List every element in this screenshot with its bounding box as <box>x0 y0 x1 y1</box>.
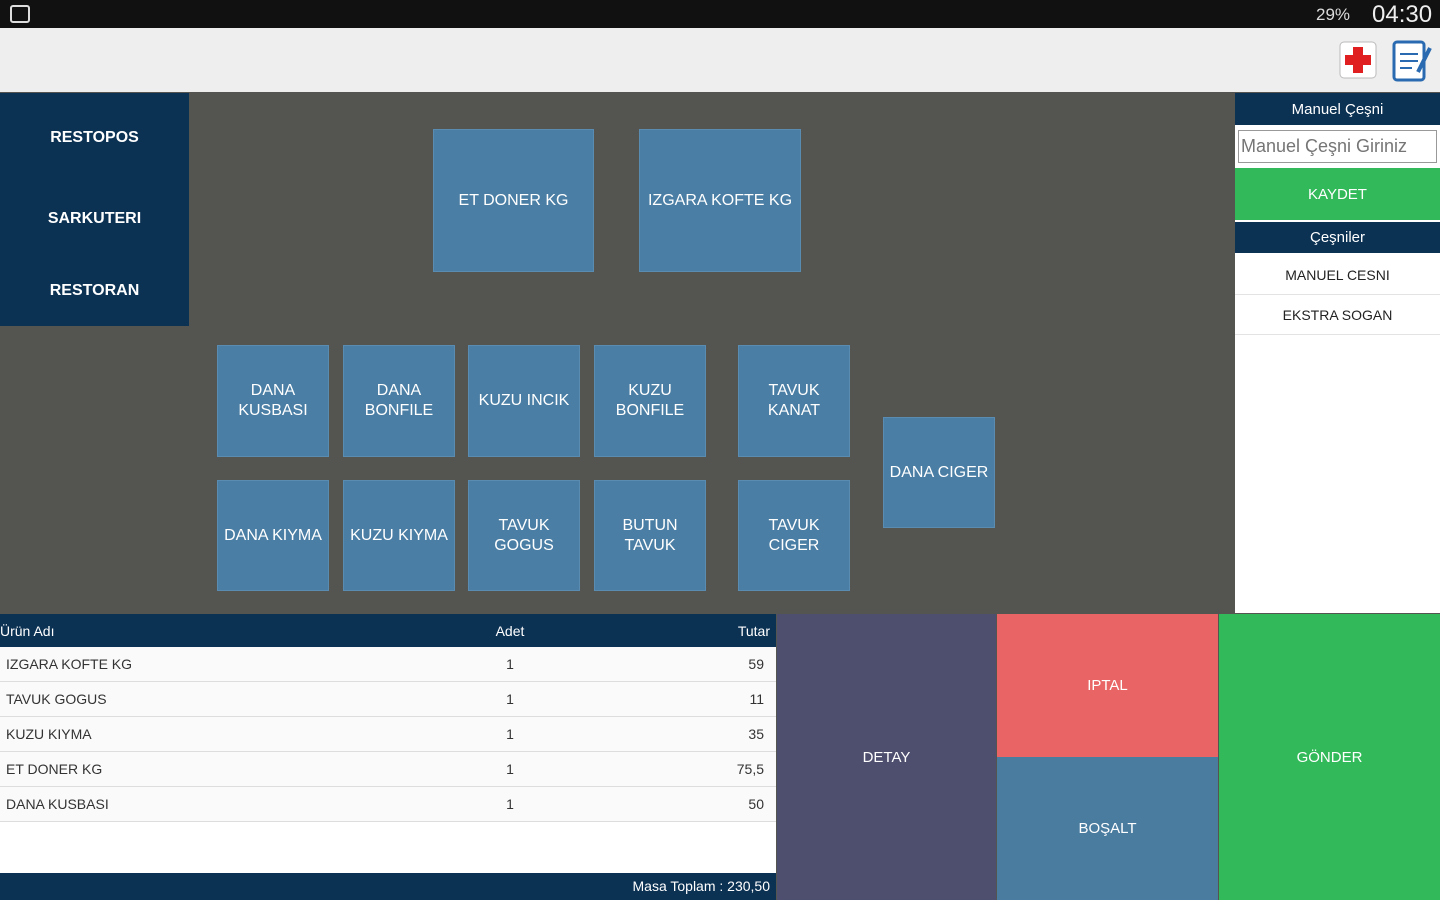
product-tile[interactable]: DANA KUSBASI <box>217 345 329 457</box>
text-input[interactable] <box>1238 130 1437 163</box>
table-body: IZGARA KOFTE KG 1 59 TAVUK GOGUS 1 11 KUZU KIY… <box>0 647 776 822</box>
table-cell: 1 <box>506 726 514 742</box>
product-tile[interactable]: IZGARA KOFTE KG <box>639 129 801 272</box>
column-header: Ürün Adı <box>0 622 55 639</box>
table-cell: 35 <box>748 726 764 742</box>
table-cell: IZGARA KOFTE KG <box>6 656 133 672</box>
table-row: IZGARA KOFTE KG 1 59 <box>0 647 776 682</box>
table-cell: ET DONER KG <box>6 761 103 777</box>
table-cell: 75,5 <box>736 761 764 777</box>
save-button[interactable]: KAYDET <box>1235 168 1440 220</box>
table-cell: 50 <box>748 796 764 812</box>
add-icon[interactable] <box>1338 40 1378 80</box>
product-tile[interactable]: BUTUN TAVUK <box>594 480 706 591</box>
column-header: Tutar <box>737 622 770 639</box>
side-panel: Manuel Çeşni KAYDET Çeşniler MANUEL CESN… <box>1235 93 1440 613</box>
column-header: Adet <box>495 622 525 639</box>
status-bar: 29% 04:30 <box>0 0 1440 28</box>
product-tile[interactable]: TAVUK CIGER <box>738 480 850 591</box>
table-cell: 1 <box>506 691 514 707</box>
table-cell: 1 <box>506 761 514 777</box>
table-cell: 11 <box>749 691 764 707</box>
toolbar <box>0 28 1440 92</box>
table-cell: TAVUK GOGUS <box>6 691 107 707</box>
product-tile[interactable]: TAVUK GOGUS <box>468 480 580 591</box>
table-row: TAVUK GOGUS 1 11 <box>0 682 776 717</box>
cancel-button[interactable]: IPTAL <box>997 614 1218 757</box>
product-tile[interactable]: KUZU BONFILE <box>594 345 706 457</box>
table-total: Masa Toplam : 230,50 <box>0 873 776 900</box>
product-tile[interactable]: ET DONER KG <box>433 129 594 272</box>
category[interactable]: SARKUTERI <box>47 210 142 227</box>
product-tile[interactable]: DANA CIGER <box>883 417 995 528</box>
category[interactable]: RESTORAN <box>49 282 140 299</box>
category[interactable]: RESTOPOS <box>50 129 139 146</box>
table-cell: DANA KUSBASI <box>6 796 109 812</box>
list-item[interactable]: MANUEL CESNI <box>1235 255 1440 295</box>
category-nav: RESTOPOS SARKUTERI RESTORAN <box>0 93 189 326</box>
table-row: KUZU KIYMA 1 35 <box>0 717 776 752</box>
edit-icon[interactable] <box>1390 36 1434 84</box>
product-tile[interactable]: KUZU INCIK <box>468 345 580 457</box>
panel-header: Çeşniler <box>1235 222 1440 253</box>
product-tile[interactable]: DANA KIYMA <box>217 480 329 591</box>
order-table: Ürün Adı Adet Tutar IZGARA KOFTE KG 1 59 TA… <box>0 614 776 900</box>
send-button[interactable]: GÖNDER <box>1219 614 1440 900</box>
table-cell: 59 <box>748 656 764 672</box>
product-tile[interactable]: TAVUK KANAT <box>738 345 850 457</box>
table-cell: 1 <box>506 796 514 812</box>
detail-button[interactable]: DETAY <box>777 614 996 900</box>
product-tile[interactable]: DANA BONFILE <box>343 345 455 457</box>
panel-header: Manuel Çeşni <box>1235 93 1440 125</box>
clock: 04:30 <box>1372 1 1433 28</box>
table-row: ET DONER KG 1 75,5 <box>0 752 776 787</box>
table-cell: KUZU KIYMA <box>6 726 92 742</box>
notification-icon <box>10 5 30 23</box>
clear-button[interactable]: BOŞALT <box>997 757 1218 900</box>
list: MANUEL CESNI EKSTRA SOGAN <box>1235 255 1440 335</box>
table-header: Ürün Adı Adet Tutar <box>0 614 776 647</box>
product-tile[interactable]: KUZU KIYMA <box>343 480 455 591</box>
table-row: DANA KUSBASI 1 50 <box>0 787 776 822</box>
list-item[interactable]: EKSTRA SOGAN <box>1235 295 1440 335</box>
table-cell: 1 <box>506 656 514 672</box>
battery: 29% <box>1316 5 1351 24</box>
